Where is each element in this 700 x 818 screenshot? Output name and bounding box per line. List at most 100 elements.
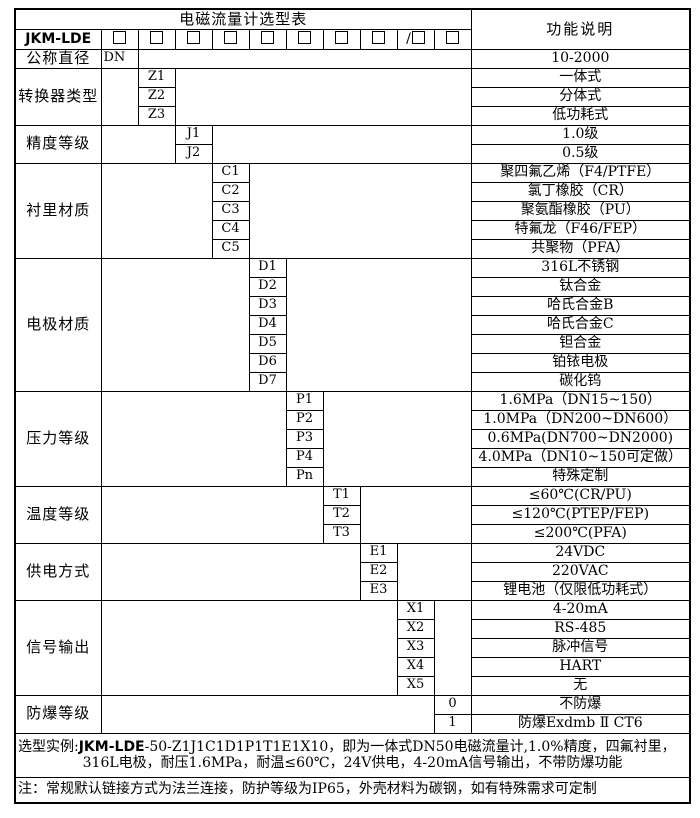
desc-cell: 1.6MPa（DN15~150） xyxy=(470,390,691,411)
code-checkbox-cell[interactable] xyxy=(285,28,324,50)
code-cell: J2 xyxy=(174,143,213,164)
code-cell: D3 xyxy=(248,295,287,316)
code-checkbox-cell-slash[interactable]: / xyxy=(396,28,435,50)
code-checkbox-cell[interactable] xyxy=(211,28,250,50)
spacer-cell xyxy=(100,485,324,544)
code-cell: P1 xyxy=(285,390,324,411)
desc-cell: 防爆Exdmb Ⅱ CT6 xyxy=(470,713,691,734)
code-cell: Z2 xyxy=(137,86,176,107)
code-checkbox-cell[interactable] xyxy=(100,28,139,50)
desc-cell: 聚四氟乙烯（F4/PTFE） xyxy=(470,162,691,183)
desc-cell: 4.0MPa（DN10~150可定做） xyxy=(470,447,691,468)
selection-table: 电磁流量计选型表 功能说明 JKM-LDE / 公称直径 DN 10-2000 … xyxy=(14,8,691,804)
checkbox-icon[interactable] xyxy=(113,30,126,44)
code-cell: D1 xyxy=(248,257,287,278)
example-prefix: 选型实例: xyxy=(18,738,79,755)
code-cell: X4 xyxy=(396,656,435,677)
code-cell: D5 xyxy=(248,333,287,354)
example-line-2: 316L电极，耐压1.6MPa，耐温≤60℃，24V供电，4-20mA信号输出，… xyxy=(82,755,623,771)
spacer-cell xyxy=(359,485,472,544)
slash-separator: / xyxy=(406,30,411,47)
code-cell: Z3 xyxy=(137,105,176,126)
desc-cell: 1.0级 xyxy=(470,124,691,145)
checkbox-icon[interactable] xyxy=(224,30,237,44)
code-cell: C1 xyxy=(211,162,250,183)
checkbox-icon[interactable] xyxy=(446,30,460,44)
spacer-cell xyxy=(248,162,472,259)
desc-cell: 分体式 xyxy=(470,86,691,107)
desc-cell: 24VDC xyxy=(470,542,691,563)
code-cell: X5 xyxy=(396,675,435,696)
code-cell: E3 xyxy=(359,580,398,601)
code-checkbox-cell[interactable] xyxy=(359,28,398,50)
spacer-cell xyxy=(285,257,472,392)
category-label: 压力等级 xyxy=(14,390,102,487)
code-cell: D4 xyxy=(248,314,287,335)
desc-cell: 10-2000 xyxy=(470,48,691,69)
code-cell: X3 xyxy=(396,637,435,658)
desc-cell: 特氟龙（F46/FEP） xyxy=(470,219,691,240)
example-code-and-meaning: -50-Z1J1C1D1P1T1E1X10，即为一体式DN50电磁流量计,1.0… xyxy=(144,738,676,755)
desc-cell: 316L不锈钢 xyxy=(470,257,691,278)
code-cell: E1 xyxy=(359,542,398,563)
desc-cell: ≤120℃(PTEP/FEP) xyxy=(470,504,691,525)
category-label: 电极材质 xyxy=(14,257,102,392)
table-title: 电磁流量计选型表 xyxy=(14,8,472,30)
selection-example: 选型实例:JKM-LDE-50-Z1J1C1D1P1T1E1X10，即为一体式D… xyxy=(14,732,691,778)
code-cell: DN xyxy=(100,48,139,69)
code-cell: D6 xyxy=(248,352,287,373)
desc-cell: 一体式 xyxy=(470,67,691,88)
code-checkbox-cell[interactable] xyxy=(174,28,213,50)
desc-cell: 无 xyxy=(470,675,691,696)
desc-cell: 钛合金 xyxy=(470,276,691,297)
checkbox-icon[interactable] xyxy=(298,30,311,44)
model-prefix: JKM-LDE xyxy=(14,28,102,50)
spacer-cell xyxy=(100,542,361,601)
code-cell: P4 xyxy=(285,447,324,468)
code-cell: P2 xyxy=(285,409,324,430)
code-checkbox-cell[interactable] xyxy=(248,28,287,50)
code-cell: C2 xyxy=(211,181,250,202)
code-cell: 1 xyxy=(433,713,472,734)
spacer-cell xyxy=(100,162,213,259)
spacer-cell xyxy=(396,542,472,601)
desc-cell: 0.6MPa(DN700~DN2000) xyxy=(470,428,691,449)
category-label: 精度等级 xyxy=(14,124,102,164)
desc-cell: 锂电池（仅限低功耗式） xyxy=(470,580,691,601)
code-checkbox-cell[interactable] xyxy=(322,28,361,50)
category-label: 信号输出 xyxy=(14,599,102,696)
desc-cell: 特殊定制 xyxy=(470,466,691,487)
category-label: 温度等级 xyxy=(14,485,102,544)
desc-cell: RS-485 xyxy=(470,618,691,639)
code-checkbox-cell[interactable] xyxy=(433,28,472,50)
code-checkbox-cell[interactable] xyxy=(137,28,176,50)
desc-cell: 聚氨酯橡胶（PU） xyxy=(470,200,691,221)
checkbox-icon[interactable] xyxy=(411,30,425,44)
example-line-1: 选型实例:JKM-LDE-50-Z1J1C1D1P1T1E1X10，即为一体式D… xyxy=(16,739,689,755)
code-cell: E2 xyxy=(359,561,398,582)
checkbox-icon[interactable] xyxy=(261,30,274,44)
category-label: 公称直径 xyxy=(14,48,102,69)
checkbox-icon[interactable] xyxy=(187,30,200,44)
checkbox-icon[interactable] xyxy=(372,30,385,44)
desc-cell: 1.0MPa（DN200~DN600） xyxy=(470,409,691,430)
code-cell: T2 xyxy=(322,504,361,525)
spacer-cell xyxy=(322,390,472,487)
category-label: 防爆等级 xyxy=(14,694,102,734)
function-column-header: 功能说明 xyxy=(470,8,691,50)
desc-cell: 不防爆 xyxy=(470,694,691,715)
checkbox-icon[interactable] xyxy=(335,30,348,44)
category-label: 转换器类型 xyxy=(14,67,102,126)
spacer-cell xyxy=(174,67,472,126)
spacer-cell xyxy=(100,390,287,487)
code-cell: C4 xyxy=(211,219,250,240)
code-cell: X1 xyxy=(396,599,435,620)
desc-cell: ≤60℃(CR/PU) xyxy=(470,485,691,506)
desc-cell: 氯丁橡胶（CR） xyxy=(470,181,691,202)
code-cell: C5 xyxy=(211,238,250,259)
checkbox-icon[interactable] xyxy=(150,30,163,44)
code-cell: Pn xyxy=(285,466,324,487)
desc-cell: 220VAC xyxy=(470,561,691,582)
code-cell: 0 xyxy=(433,694,472,715)
desc-cell: 哈氏合金B xyxy=(470,295,691,316)
